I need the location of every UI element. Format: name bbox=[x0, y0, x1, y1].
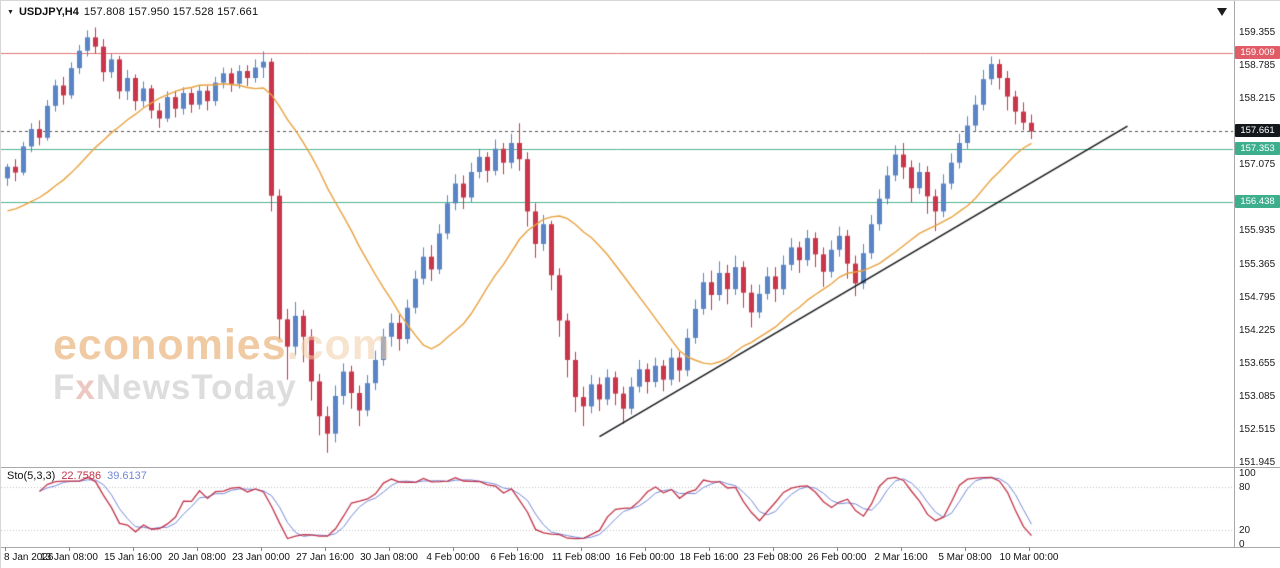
indicator-panel-separator bbox=[1, 467, 1280, 468]
time-axis-label: 8 Jan 2026 bbox=[4, 552, 54, 563]
chart-shift-marker[interactable] bbox=[1217, 8, 1227, 16]
time-axis-tick bbox=[517, 547, 518, 551]
time-axis-label: 2 Mar 16:00 bbox=[874, 552, 928, 563]
time-axis-tick bbox=[453, 547, 454, 551]
chart-header: ▼ USDJPY,H4 157.808 157.950 157.528 157.… bbox=[7, 6, 258, 18]
watermark-brand: economies bbox=[53, 321, 287, 369]
time-axis-tick bbox=[5, 547, 6, 551]
indicator-value-signal: 39.6137 bbox=[107, 470, 147, 482]
price-axis-label: 154.795 bbox=[1239, 291, 1276, 303]
time-axis-tick bbox=[773, 547, 774, 551]
price-axis-label: 155.365 bbox=[1239, 258, 1276, 270]
time-axis-label: 5 Mar 08:00 bbox=[938, 552, 992, 563]
indicator-name: Sto(5,3,3) bbox=[7, 470, 56, 482]
price-axis-label: 159.355 bbox=[1239, 27, 1276, 39]
time-axis-label: 18 Feb 16:00 bbox=[679, 552, 739, 563]
price-axis-label: 155.935 bbox=[1239, 225, 1276, 237]
time-axis-label: 10 Mar 00:00 bbox=[999, 552, 1059, 563]
price-badge: 157.353 bbox=[1235, 142, 1280, 156]
symbol-dropdown-icon[interactable]: ▼ bbox=[7, 8, 14, 16]
time-axis-label: 26 Feb 00:00 bbox=[807, 552, 867, 563]
time-axis-label: 15 Jan 16:00 bbox=[104, 552, 162, 563]
time-axis-label: 13 Jan 08:00 bbox=[40, 552, 98, 563]
time-axis-tick bbox=[965, 547, 966, 551]
time-axis-separator bbox=[1, 547, 1280, 548]
stoch-axis-label: 100 bbox=[1239, 467, 1256, 479]
price-axis-label: 152.515 bbox=[1239, 423, 1276, 435]
time-axis-tick bbox=[325, 547, 326, 551]
time-axis-label: 23 Feb 08:00 bbox=[743, 552, 803, 563]
watermark-brand-suffix: .com bbox=[286, 321, 392, 369]
time-axis-tick bbox=[133, 547, 134, 551]
symbol-timeframe: USDJPY,H4 bbox=[18, 6, 79, 18]
time-axis-label: 6 Feb 16:00 bbox=[490, 552, 544, 563]
time-axis-label: 16 Feb 00:00 bbox=[615, 552, 675, 563]
price-axis-separator bbox=[1234, 1, 1235, 547]
watermark-subbrand: FxNewsToday bbox=[53, 368, 297, 408]
price-axis-label: 158.215 bbox=[1239, 93, 1276, 105]
time-axis-tick bbox=[69, 547, 70, 551]
time-axis-label: 20 Jan 08:00 bbox=[168, 552, 226, 563]
time-axis-label: 11 Feb 08:00 bbox=[551, 552, 611, 563]
stoch-axis-label: 80 bbox=[1239, 481, 1251, 493]
price-axis-label: 153.655 bbox=[1239, 357, 1276, 369]
stoch-axis-label: 0 bbox=[1239, 539, 1245, 551]
time-axis-tick bbox=[581, 547, 582, 551]
time-axis-tick bbox=[1029, 547, 1030, 551]
time-axis-tick bbox=[261, 547, 262, 551]
price-axis-label: 157.075 bbox=[1239, 159, 1276, 171]
price-axis-label: 151.945 bbox=[1239, 456, 1276, 468]
time-axis-label: 23 Jan 00:00 bbox=[232, 552, 290, 563]
price-axis-label: 153.085 bbox=[1239, 390, 1276, 402]
price-axis-label: 158.785 bbox=[1239, 60, 1276, 72]
time-axis-tick bbox=[837, 547, 838, 551]
price-axis-label: 154.225 bbox=[1239, 324, 1276, 336]
time-axis-tick bbox=[389, 547, 390, 551]
watermark: economies.com FxNewsToday bbox=[53, 321, 392, 408]
price-badge: 157.661 bbox=[1235, 124, 1280, 138]
time-axis-tick bbox=[645, 547, 646, 551]
watermark-line1: economies.com bbox=[53, 321, 392, 369]
price-badge: 159.009 bbox=[1235, 46, 1280, 60]
indicator-value-main: 22.7586 bbox=[61, 470, 102, 482]
time-axis-label: 30 Jan 08:00 bbox=[360, 552, 418, 563]
time-axis-label: 27 Jan 16:00 bbox=[296, 552, 354, 563]
indicator-label: Sto(5,3,3) 22.7586 39.6137 bbox=[7, 470, 147, 482]
ohlc-values: 157.808 157.950 157.528 157.661 bbox=[83, 6, 259, 18]
stoch-axis-label: 20 bbox=[1239, 525, 1251, 537]
time-axis-tick bbox=[709, 547, 710, 551]
time-axis-tick bbox=[901, 547, 902, 551]
price-badge: 156.438 bbox=[1235, 195, 1280, 209]
time-axis-tick bbox=[197, 547, 198, 551]
time-axis-label: 4 Feb 00:00 bbox=[426, 552, 480, 563]
